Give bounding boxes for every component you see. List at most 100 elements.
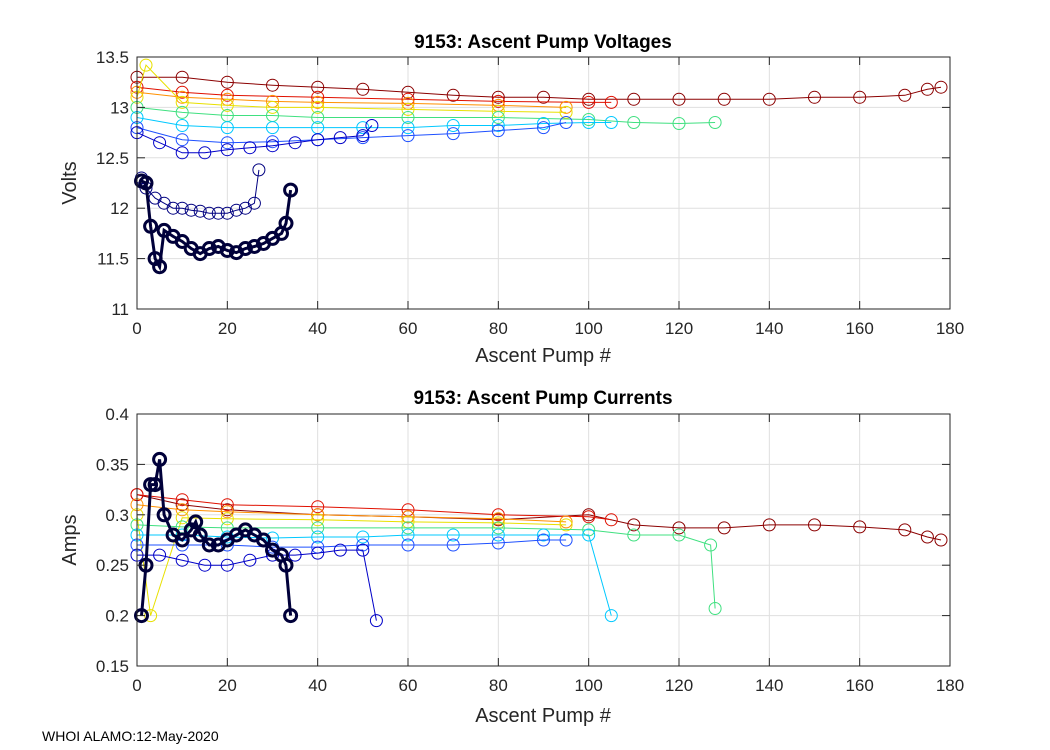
current-series-line (137, 549, 377, 621)
voltage-series-line (136, 91, 567, 108)
current-data-point (446, 538, 460, 552)
current-data-point (311, 508, 325, 522)
voltage-data-point (174, 234, 190, 249)
voltage-data-point (266, 139, 279, 153)
current-ytick-label: 0.4 (105, 405, 129, 424)
voltage-ytick-label: 12 (110, 199, 129, 218)
current-series-0 (134, 451, 299, 624)
voltage-data-point (604, 116, 618, 129)
voltage-series-line (136, 117, 612, 129)
voltage-data-point (220, 98, 234, 112)
current-data-point (256, 532, 271, 548)
current-grid (137, 414, 950, 666)
current-data-point (582, 510, 596, 524)
voltage-data-point (252, 163, 266, 177)
voltage-data-point (153, 136, 167, 150)
voltage-ticks: 0 20 40 60 80 100 120 140 160 180 11 11.5 12 12.5 13 13… (96, 48, 964, 338)
voltage-data-point (266, 78, 279, 92)
voltage-xtick-label: 160 (845, 319, 873, 338)
current-xtick-label: 40 (308, 676, 327, 695)
current-data-point (401, 528, 415, 542)
voltage-data-point (401, 129, 415, 143)
current-xtick-label: 80 (489, 676, 508, 695)
voltage-data-point (491, 111, 505, 124)
voltage-data-point (604, 95, 618, 109)
current-data-point (920, 530, 934, 544)
voltage-data-point (193, 204, 207, 218)
voltage-data-point (446, 127, 460, 141)
voltage-data-point (446, 88, 460, 102)
current-data-point (704, 538, 718, 552)
voltage-data-point (311, 80, 325, 94)
voltage-data-point (311, 111, 325, 124)
current-data-point (174, 532, 190, 548)
voltage-data-point (175, 119, 189, 132)
voltage-data-point (582, 116, 596, 129)
voltage-xtick-label: 40 (308, 319, 327, 338)
voltage-series-line (136, 106, 716, 125)
current-data-point (898, 523, 912, 537)
voltage-data-point (211, 206, 225, 220)
voltage-series-line (136, 86, 612, 103)
voltage-series-9 (130, 70, 948, 106)
voltage-plot-area (137, 57, 950, 309)
voltage-data-point (184, 203, 198, 217)
voltage-xtick-label: 100 (574, 319, 602, 338)
current-data-point (604, 609, 618, 623)
current-data-point (491, 521, 505, 535)
voltage-data-point (446, 119, 460, 132)
voltage-data-point (175, 95, 189, 109)
voltage-xtick-label: 80 (489, 319, 508, 338)
current-data-point (356, 543, 370, 557)
current-data-point (491, 536, 505, 550)
voltage-data-point (229, 203, 243, 217)
voltage-series-7 (130, 85, 573, 114)
current-data-point (198, 558, 212, 572)
current-data-point (311, 521, 325, 535)
current-data-point (134, 608, 149, 624)
current-data-point (175, 511, 189, 525)
current-data-point (559, 515, 573, 529)
voltage-data-point (559, 105, 573, 119)
voltage-data-point (491, 119, 505, 132)
current-data-point (537, 533, 550, 547)
voltage-xtick-label: 180 (936, 319, 964, 338)
current-xtick-label: 100 (574, 676, 602, 695)
voltage-data-point (175, 146, 189, 160)
current-data-point (672, 528, 686, 542)
voltage-title: 9153: Ascent Pump Voltages (414, 32, 672, 53)
voltage-data-point (401, 85, 415, 99)
voltage-data-point (537, 90, 550, 104)
voltage-data-point (220, 121, 234, 135)
current-series-line (136, 494, 612, 521)
voltage-data-point (139, 58, 153, 72)
current-ytick-label: 0.2 (105, 607, 129, 626)
current-data-point (220, 505, 234, 519)
current-data-point (604, 513, 618, 527)
voltage-ytick-label: 11 (111, 300, 129, 319)
current-data-point (627, 518, 641, 532)
voltage-data-point (333, 131, 347, 145)
voltage-series-4 (130, 111, 618, 135)
current-data-point (717, 521, 731, 535)
current-series-line (136, 494, 942, 541)
voltage-ytick-label: 13.5 (96, 48, 129, 67)
voltage-series-line (136, 122, 567, 144)
current-series-line (136, 524, 716, 609)
current-xtick-label: 20 (218, 676, 237, 695)
current-xtick-label: 160 (845, 676, 873, 695)
voltage-data-point (582, 113, 596, 126)
current-series-line (136, 514, 567, 616)
voltage-data-point (311, 95, 325, 109)
current-data-point (559, 533, 573, 547)
current-data-point (491, 512, 505, 526)
current-xtick-label: 60 (399, 676, 418, 695)
voltage-data-point (266, 100, 279, 114)
current-series-line (136, 504, 567, 523)
current-data-point (278, 557, 294, 573)
current-data-point (491, 508, 505, 522)
current-data-point (220, 558, 234, 572)
current-data-point (201, 537, 217, 553)
voltage-data-point (401, 102, 415, 116)
